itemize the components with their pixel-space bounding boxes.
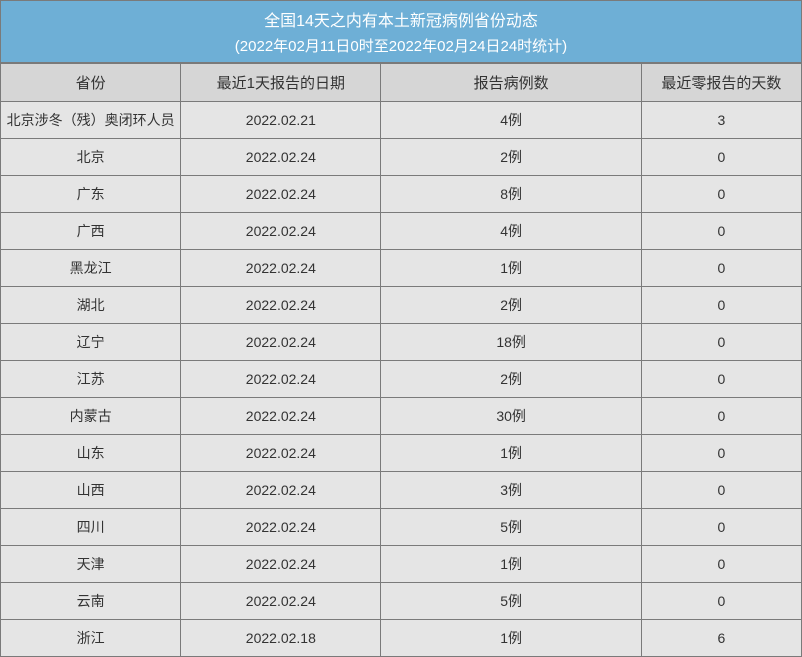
cell-cases: 1例	[381, 250, 641, 287]
cell-last_date: 2022.02.24	[181, 583, 381, 620]
table-title: 全国14天之内有本土新冠病例省份动态	[1, 1, 801, 33]
cell-last_date: 2022.02.24	[181, 546, 381, 583]
cell-zero_days: 0	[641, 213, 801, 250]
cell-cases: 2例	[381, 287, 641, 324]
cell-zero_days: 0	[641, 398, 801, 435]
cell-province: 湖北	[1, 287, 181, 324]
cell-zero_days: 0	[641, 472, 801, 509]
cell-cases: 1例	[381, 620, 641, 657]
table-row: 山西2022.02.243例0	[1, 472, 802, 509]
cell-cases: 5例	[381, 583, 641, 620]
cell-zero_days: 0	[641, 250, 801, 287]
cell-zero_days: 3	[641, 102, 801, 139]
cell-cases: 3例	[381, 472, 641, 509]
cell-last_date: 2022.02.24	[181, 509, 381, 546]
table-row: 云南2022.02.245例0	[1, 583, 802, 620]
cell-last_date: 2022.02.24	[181, 361, 381, 398]
table-row: 湖北2022.02.242例0	[1, 287, 802, 324]
table-row: 四川2022.02.245例0	[1, 509, 802, 546]
cell-last_date: 2022.02.24	[181, 398, 381, 435]
cell-last_date: 2022.02.24	[181, 324, 381, 361]
cell-zero_days: 0	[641, 435, 801, 472]
cell-province: 辽宁	[1, 324, 181, 361]
cell-province: 北京涉冬（残）奥闭环人员	[1, 102, 181, 139]
cell-cases: 2例	[381, 361, 641, 398]
col-header-province: 省份	[1, 64, 181, 102]
table-row: 广东2022.02.248例0	[1, 176, 802, 213]
cell-cases: 5例	[381, 509, 641, 546]
table-row: 辽宁2022.02.2418例0	[1, 324, 802, 361]
covid-province-table: 全国14天之内有本土新冠病例省份动态 (2022年02月11日0时至2022年0…	[0, 0, 802, 657]
cell-cases: 4例	[381, 102, 641, 139]
table-body: 北京涉冬（残）奥闭环人员2022.02.214例3北京2022.02.242例0…	[1, 102, 802, 657]
col-header-last-date: 最近1天报告的日期	[181, 64, 381, 102]
cell-cases: 1例	[381, 546, 641, 583]
table-row: 广西2022.02.244例0	[1, 213, 802, 250]
cell-zero_days: 0	[641, 176, 801, 213]
col-header-zero-days: 最近零报告的天数	[641, 64, 801, 102]
cell-province: 黑龙江	[1, 250, 181, 287]
cell-province: 云南	[1, 583, 181, 620]
cell-last_date: 2022.02.24	[181, 287, 381, 324]
table-row: 内蒙古2022.02.2430例0	[1, 398, 802, 435]
cell-province: 浙江	[1, 620, 181, 657]
cell-last_date: 2022.02.24	[181, 472, 381, 509]
cell-cases: 1例	[381, 435, 641, 472]
table-row: 江苏2022.02.242例0	[1, 361, 802, 398]
cell-zero_days: 0	[641, 287, 801, 324]
column-header-row: 省份 最近1天报告的日期 报告病例数 最近零报告的天数	[1, 64, 802, 102]
cell-cases: 2例	[381, 139, 641, 176]
cell-zero_days: 0	[641, 139, 801, 176]
cell-last_date: 2022.02.24	[181, 250, 381, 287]
cell-province: 山西	[1, 472, 181, 509]
cell-cases: 8例	[381, 176, 641, 213]
cell-last_date: 2022.02.24	[181, 213, 381, 250]
cell-zero_days: 0	[641, 361, 801, 398]
cell-last_date: 2022.02.18	[181, 620, 381, 657]
cell-zero_days: 0	[641, 583, 801, 620]
table-subtitle: (2022年02月11日0时至2022年02月24日24时统计)	[1, 33, 801, 62]
cell-province: 北京	[1, 139, 181, 176]
cell-zero_days: 6	[641, 620, 801, 657]
cell-zero_days: 0	[641, 509, 801, 546]
table-header: 全国14天之内有本土新冠病例省份动态 (2022年02月11日0时至2022年0…	[0, 0, 802, 63]
table-row: 北京2022.02.242例0	[1, 139, 802, 176]
cell-province: 内蒙古	[1, 398, 181, 435]
cell-last_date: 2022.02.24	[181, 139, 381, 176]
cell-zero_days: 0	[641, 324, 801, 361]
table-row: 北京涉冬（残）奥闭环人员2022.02.214例3	[1, 102, 802, 139]
cell-province: 天津	[1, 546, 181, 583]
cell-last_date: 2022.02.24	[181, 176, 381, 213]
cell-province: 山东	[1, 435, 181, 472]
table-row: 天津2022.02.241例0	[1, 546, 802, 583]
cell-province: 广西	[1, 213, 181, 250]
cell-last_date: 2022.02.21	[181, 102, 381, 139]
col-header-cases: 报告病例数	[381, 64, 641, 102]
cell-province: 广东	[1, 176, 181, 213]
cell-last_date: 2022.02.24	[181, 435, 381, 472]
data-table: 省份 最近1天报告的日期 报告病例数 最近零报告的天数 北京涉冬（残）奥闭环人员…	[0, 63, 802, 657]
table-row: 山东2022.02.241例0	[1, 435, 802, 472]
table-row: 浙江2022.02.181例6	[1, 620, 802, 657]
cell-province: 江苏	[1, 361, 181, 398]
cell-province: 四川	[1, 509, 181, 546]
cell-cases: 4例	[381, 213, 641, 250]
cell-zero_days: 0	[641, 546, 801, 583]
table-row: 黑龙江2022.02.241例0	[1, 250, 802, 287]
cell-cases: 18例	[381, 324, 641, 361]
cell-cases: 30例	[381, 398, 641, 435]
